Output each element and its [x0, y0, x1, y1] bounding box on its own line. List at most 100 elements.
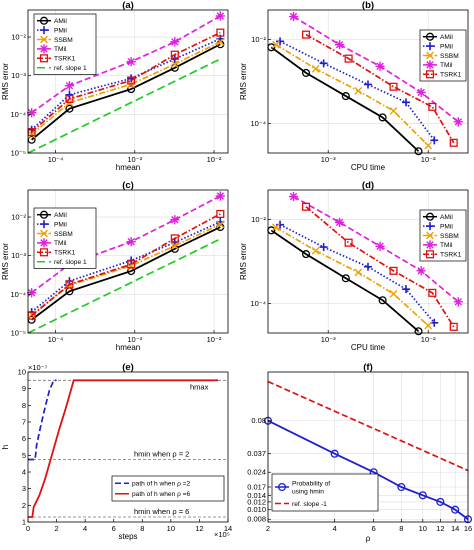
y-tick-label: 10⁻⁴ [250, 119, 266, 128]
y-tick-label: 0.012 [247, 497, 266, 506]
legend-label: TSRK1 [54, 56, 76, 63]
panel-title: (d) [362, 180, 374, 191]
data-point [436, 497, 445, 506]
legend: AMil PMil SSBM TMil TSRK1 ref. slope 1 [33, 13, 97, 75]
y-tick-label: 6 [22, 434, 26, 443]
data-point [453, 297, 463, 307]
data-point [428, 102, 437, 111]
legend-label: PMil [440, 43, 453, 50]
panel-a: (a) 10⁻⁴ 10⁻³ 10⁻² 10⁻⁵ 10⁻⁴ 10⁻³ 10⁻² hmean RMS … [1, 0, 229, 172]
y-tick-label: 10⁻³ [11, 71, 26, 80]
y-tick-label: 10⁻³ [11, 251, 26, 260]
data-point [449, 138, 458, 147]
data-point [424, 321, 433, 330]
legend-marker [277, 482, 287, 492]
legend-box [111, 475, 225, 502]
legend-box [271, 473, 379, 512]
x-tick-label: 4 [83, 524, 87, 533]
data-point [319, 59, 328, 68]
legend-marker [426, 51, 434, 60]
y-tick-label: 5 [22, 451, 26, 460]
y-tick-label: 10⁻⁵ [11, 329, 26, 338]
y-tick-label: 1 [22, 518, 26, 527]
panel-c: (c) 10⁻⁴ 10⁻³ 10⁻² 10⁻⁵ 10⁻⁴ 10⁻³ 10⁻² hmean RMS … [1, 180, 229, 352]
x-tick-label: 4 [333, 524, 337, 533]
legend-label: path of h when ρ =2 [132, 481, 191, 488]
data-point [378, 113, 387, 122]
legend-label: SSBM [54, 231, 73, 238]
legend-label: SSBM [440, 233, 459, 240]
y-tick-label: 10⁻⁴ [250, 299, 266, 308]
y-tick-label: 10⁻⁴ [10, 290, 26, 299]
legend-label: path of h when ρ =6 [132, 491, 191, 498]
y-tick-label: 0.08 [251, 416, 266, 425]
data-point [27, 288, 37, 298]
data-point [430, 136, 439, 145]
data-point [402, 285, 411, 294]
legend-label: TSRK1 [54, 250, 76, 257]
plot-frame [267, 371, 469, 523]
data-point [170, 241, 179, 250]
legend-label: PMil [440, 223, 453, 230]
legend-label: ref. slope 1 [54, 259, 87, 266]
legend: AMil PMil SSBM TMil TSRK1 [419, 209, 467, 262]
plot-frame [267, 189, 469, 334]
series-line-0 [31, 226, 221, 321]
data-point [451, 505, 460, 514]
x-tick-label: 8 [399, 524, 403, 533]
data-point [414, 327, 423, 336]
plot-frame [27, 371, 229, 523]
legend-label: AMil [440, 214, 453, 221]
legend-label: TSRK1 [440, 252, 462, 259]
data-point [216, 209, 225, 219]
data-point [341, 92, 350, 101]
data-point [453, 117, 463, 127]
panel-title: (c) [122, 180, 134, 191]
y-tick-label: 10⁻² [11, 33, 26, 42]
legend-marker [39, 54, 49, 63]
legend-marker [40, 229, 48, 238]
data-point [402, 98, 411, 107]
x-tick-label: 10⁻² [207, 335, 222, 344]
plot-frame [267, 9, 469, 154]
x-axis-label: hmean [116, 163, 140, 172]
x-tick-label: 10 [167, 524, 175, 533]
data-point [311, 64, 320, 73]
legend-label: SSBM [54, 37, 73, 44]
legend-marker [40, 26, 48, 35]
legend-label: TMil [54, 240, 67, 247]
x-axis-label: CPU time [351, 343, 386, 352]
series-line-4 [305, 206, 455, 328]
y-tick-label: 4 [22, 468, 26, 477]
data-point [288, 191, 299, 202]
data-point [354, 268, 363, 277]
series-line-1 [31, 38, 221, 131]
data-point [416, 87, 426, 98]
x-multiplier: ×10⁵ [214, 530, 230, 539]
legend-label: AMil [54, 18, 67, 25]
legend-label: AMil [440, 34, 453, 41]
data-point [364, 80, 372, 89]
y-tick-label: 10⁻² [251, 215, 266, 224]
data-point [288, 11, 299, 22]
x-tick-label: 10⁻² [421, 155, 436, 164]
legend-label: SSBM [440, 53, 459, 60]
x-tick-label: 14 [224, 524, 232, 533]
data-point [65, 104, 74, 113]
y-tick-label: 10⁻⁴ [10, 110, 26, 119]
data-point [170, 55, 179, 64]
legend-label: TSRK1 [440, 72, 462, 79]
data-point [378, 296, 387, 305]
legend-label: ref. slope -1 [292, 501, 327, 508]
plot-frame [27, 189, 229, 334]
annotation-label: hmax [190, 382, 209, 391]
x-tick-label: 8 [140, 524, 144, 533]
data-point [64, 81, 75, 91]
series-line-0 [270, 229, 420, 332]
data-point [311, 246, 320, 255]
data-point [375, 241, 385, 251]
legend-marker [426, 231, 434, 240]
y-tick-label: 10 [18, 368, 26, 377]
data-point [335, 40, 345, 50]
data-point [127, 85, 136, 94]
